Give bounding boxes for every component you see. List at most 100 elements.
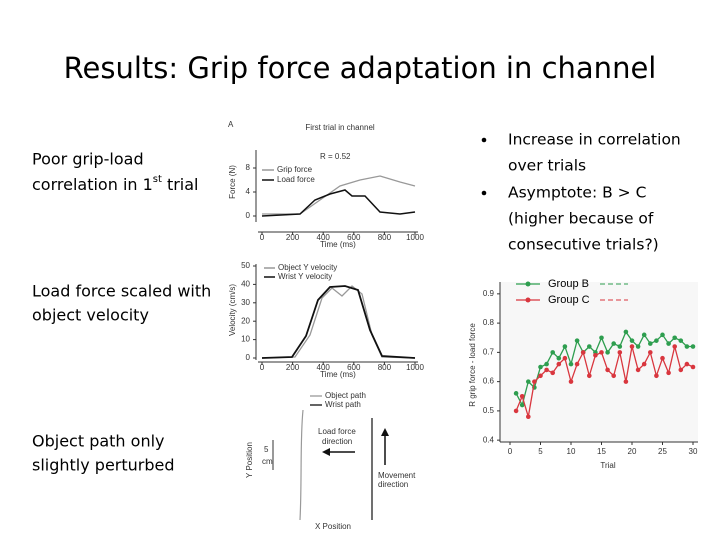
load-curve xyxy=(261,189,416,217)
data-point xyxy=(526,414,531,420)
caption-line: Poor grip-load xyxy=(32,150,144,169)
x-tick-label: 30 xyxy=(689,447,698,456)
annotation: Movement xyxy=(378,471,416,480)
data-point xyxy=(690,344,696,349)
data-point xyxy=(580,350,586,355)
scale-label: cm xyxy=(262,457,273,466)
annotation: direction xyxy=(322,437,352,446)
annotation: Load force xyxy=(318,427,356,436)
x-axis-label: Time (ms) xyxy=(320,370,356,379)
y-tick-label: 10 xyxy=(241,335,250,344)
caption-text: correlation in 1 xyxy=(32,175,153,194)
legend-marker xyxy=(525,281,531,287)
y-axis-label: Force (N) xyxy=(228,165,237,199)
data-point xyxy=(635,344,641,349)
caption-line: slightly perturbed xyxy=(32,456,175,475)
caption-sup: st xyxy=(153,174,162,185)
data-point xyxy=(666,341,671,346)
data-point xyxy=(654,338,659,343)
data-point xyxy=(678,367,684,373)
y-tick-label: 40 xyxy=(241,280,250,289)
data-point xyxy=(587,373,592,379)
y-tick-label: 0.8 xyxy=(483,318,495,327)
x-axis-label: Trial xyxy=(600,461,615,470)
bullet-text: (higher because of xyxy=(508,210,654,228)
x-tick-label: 1000 xyxy=(406,233,424,242)
x-tick-label: 800 xyxy=(378,233,392,242)
y-tick-label: 8 xyxy=(246,163,251,172)
data-point xyxy=(562,355,568,361)
data-point xyxy=(556,361,562,367)
x-tick-label: 5 xyxy=(538,447,543,456)
data-point xyxy=(648,350,653,355)
y-tick-label: 0.5 xyxy=(483,406,495,415)
x-tick-label: 0 xyxy=(508,447,513,456)
legend-label: Wrist Y velocity xyxy=(278,272,332,281)
data-point xyxy=(538,373,543,379)
y-axis-label: R grip force - load force xyxy=(468,323,477,407)
x-tick-label: 200 xyxy=(286,233,300,242)
data-point xyxy=(678,338,684,343)
data-point xyxy=(556,355,562,361)
panel-title: First trial in channel xyxy=(305,123,375,132)
bullet-text: over trials xyxy=(508,157,586,175)
data-point xyxy=(568,361,574,367)
data-point xyxy=(629,338,635,343)
data-point xyxy=(550,370,555,376)
legend-label: Wrist path xyxy=(325,400,361,409)
caption-line: Load force scaled with xyxy=(32,282,211,301)
y-tick-label: 0.7 xyxy=(483,347,495,356)
plot-frame xyxy=(500,282,698,442)
bullet-text: Increase in correlation xyxy=(508,131,681,149)
data-point xyxy=(684,361,690,367)
y-tick-label: 4 xyxy=(246,187,251,196)
data-point xyxy=(587,344,592,349)
x-tick-label: 200 xyxy=(286,363,300,372)
object-velocity-curve xyxy=(261,285,416,359)
static-decor xyxy=(261,175,416,521)
legend-label: Group B xyxy=(548,278,589,290)
y-tick-label: 0 xyxy=(246,211,251,220)
data-point xyxy=(562,344,568,349)
scale-label: 5 xyxy=(264,445,269,454)
slide-title: Results: Grip force adaptation in channe… xyxy=(64,51,657,85)
x-tick-label: 1000 xyxy=(406,363,424,372)
data-point xyxy=(672,344,677,349)
data-point xyxy=(544,361,549,367)
x-tick-label: 0 xyxy=(260,233,265,242)
y-axis-label: Y Position xyxy=(245,442,254,478)
data-point xyxy=(568,379,574,384)
bullet-text: consecutive trials?) xyxy=(508,236,659,254)
data-point xyxy=(623,329,629,335)
data-point xyxy=(526,379,531,384)
data-point xyxy=(660,332,665,338)
y-tick-label: 0 xyxy=(246,353,251,362)
data-point xyxy=(666,370,671,376)
legend-label: Group C xyxy=(548,294,590,306)
x-tick-label: 10 xyxy=(567,447,576,456)
data-point xyxy=(574,338,580,343)
y-tick-label: 0.6 xyxy=(483,377,495,386)
y-tick-label: 0.9 xyxy=(483,289,495,298)
x-tick-label: 800 xyxy=(378,363,392,372)
legend-marker xyxy=(525,297,531,303)
y-tick-label: 0.4 xyxy=(483,435,495,444)
data-point xyxy=(593,352,598,358)
annotation: direction xyxy=(378,480,408,489)
y-tick-label: 30 xyxy=(241,298,250,307)
caption-line: Object path only xyxy=(32,432,165,451)
legend-label: Grip force xyxy=(277,165,313,174)
y-tick-label: 50 xyxy=(241,261,250,270)
object-path xyxy=(299,409,304,521)
data-point xyxy=(629,344,635,349)
data-point xyxy=(672,335,677,341)
annotation: R = 0.52 xyxy=(320,152,351,161)
data-point xyxy=(519,393,525,399)
x-tick-label: 25 xyxy=(658,447,667,456)
data-point xyxy=(623,379,629,384)
data-point xyxy=(574,361,580,367)
legend-label: Object Y velocity xyxy=(278,263,337,272)
data-point xyxy=(611,373,616,379)
x-axis-label: X Position xyxy=(315,522,351,531)
